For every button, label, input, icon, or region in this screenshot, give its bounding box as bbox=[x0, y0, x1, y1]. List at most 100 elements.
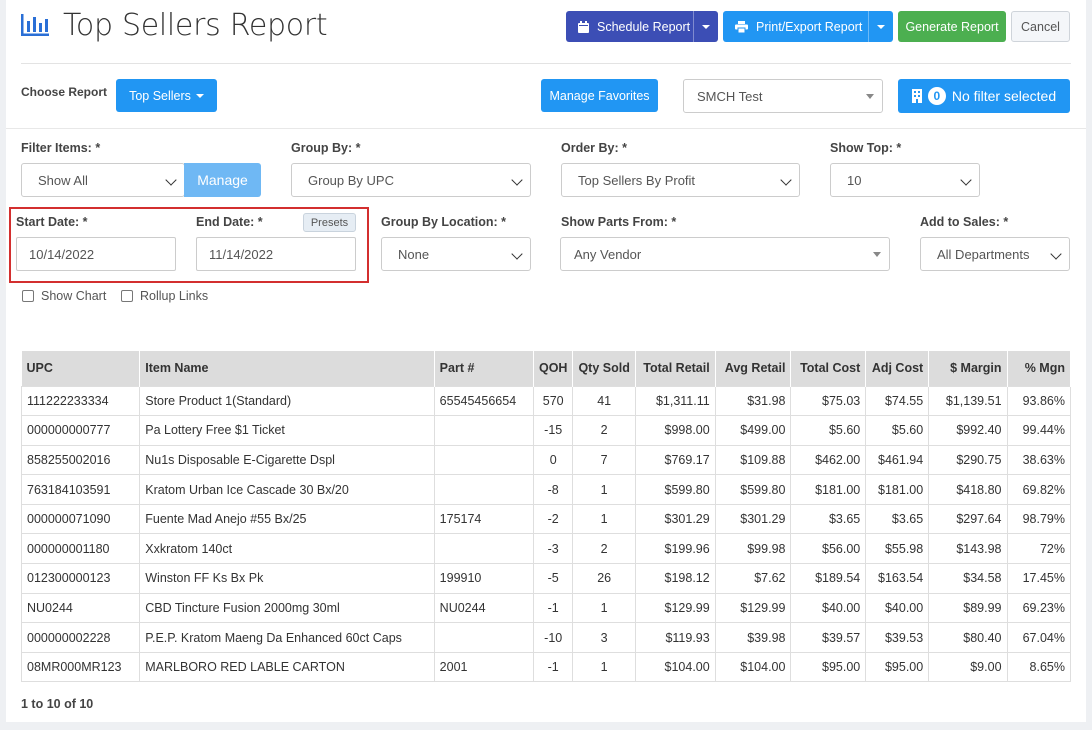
table-row[interactable]: 000000002228 P.E.P. Kratom Maeng Da Enhan… bbox=[20, 622, 1072, 653]
report-type-dropdown[interactable]: Top Sellers bbox=[116, 79, 217, 112]
column-header[interactable]: Item Name bbox=[139, 351, 435, 386]
column-header[interactable]: UPC bbox=[21, 351, 141, 386]
add-to-sales-select[interactable]: All Departments bbox=[920, 237, 1070, 271]
column-header[interactable]: QOH bbox=[533, 351, 574, 386]
chevron-down-icon bbox=[165, 174, 177, 186]
table-row[interactable]: 08MR000MR123 MARLBORO RED LABLE CARTON 200… bbox=[20, 651, 1072, 683]
column-header[interactable]: $ Margin bbox=[928, 351, 1008, 386]
table-header-row: UPC Item Name Part # QOH Qty Sold Total … bbox=[21, 351, 1072, 386]
filter-summary-button[interactable]: 0 No filter selected bbox=[898, 79, 1070, 113]
cell-item-name: Xxkratom 140ct bbox=[139, 533, 435, 565]
checkbox-box[interactable] bbox=[22, 290, 34, 302]
table-row[interactable]: 000000000777 Pa Lottery Free $1 Ticket -15… bbox=[20, 415, 1072, 446]
cell-qty-sold: 1 bbox=[572, 651, 636, 683]
group-by-value: Group By UPC bbox=[308, 172, 394, 188]
filter-items-label: Filter Items: * bbox=[21, 141, 101, 155]
group-by-location-value: None bbox=[398, 246, 430, 262]
cell-percent-margin: 67.04% bbox=[1006, 622, 1072, 653]
cell-percent-margin: 17.45% bbox=[1006, 563, 1072, 594]
column-header[interactable]: Avg Retail bbox=[715, 351, 792, 386]
cancel-button[interactable]: Cancel bbox=[1011, 11, 1070, 42]
cell-total-retail: $599.80 bbox=[634, 474, 716, 505]
generate-report-button[interactable]: Generate Report bbox=[898, 11, 1006, 42]
report-type-label: Top Sellers bbox=[129, 88, 191, 103]
cell-percent-margin: 69.82% bbox=[1006, 474, 1072, 505]
cell-qoh: -10 bbox=[532, 622, 574, 653]
table-row[interactable]: 000000001180 Xxkratom 140ct -3 2 $199.96 $99.… bbox=[20, 533, 1072, 565]
cell-dollar-margin: $297.64 bbox=[928, 503, 1008, 535]
cell-qty-sold: 2 bbox=[572, 533, 636, 565]
filter-items-select[interactable]: Show All bbox=[21, 163, 185, 197]
manage-filter-button[interactable]: Manage bbox=[184, 163, 261, 197]
column-header[interactable]: Part # bbox=[434, 351, 534, 386]
print-export-caret[interactable] bbox=[868, 11, 893, 42]
cell-part-number: 65545456654 bbox=[433, 385, 534, 417]
cell-avg-retail: $99.98 bbox=[714, 533, 792, 565]
chevron-down-icon bbox=[511, 174, 523, 186]
table-body: 111222233334 Store Product 1(Standard) 655… bbox=[20, 385, 1072, 683]
cell-item-name: Nu1s Disposable E-Cigarette Dspl bbox=[139, 444, 435, 476]
cell-upc: 000000071090 bbox=[20, 503, 141, 535]
cell-adj-cost: $40.00 bbox=[865, 592, 930, 624]
cell-percent-margin: 98.79% bbox=[1006, 503, 1072, 535]
table-row[interactable]: 012300000123 Winston FF Ks Bx Pk 199910 -5 2… bbox=[20, 563, 1072, 594]
cell-percent-margin: 72% bbox=[1006, 533, 1072, 565]
order-by-select[interactable]: Top Sellers By Profit bbox=[561, 163, 800, 197]
cell-upc: 000000002228 bbox=[20, 622, 141, 653]
group-by-location-label: Group By Location: * bbox=[381, 215, 506, 229]
cell-part-number bbox=[433, 444, 534, 476]
manage-favorites-button[interactable]: Manage Favorites bbox=[541, 79, 658, 112]
cell-dollar-margin: $9.00 bbox=[928, 651, 1008, 683]
table-row[interactable]: 111222233334 Store Product 1(Standard) 655… bbox=[20, 385, 1072, 417]
start-date-input[interactable]: 10/14/2022 bbox=[16, 237, 176, 271]
cell-total-cost: $40.00 bbox=[790, 592, 867, 624]
cell-dollar-margin: $143.98 bbox=[928, 533, 1008, 565]
cell-qoh: -2 bbox=[532, 503, 574, 535]
show-top-select[interactable]: 10 bbox=[830, 163, 980, 197]
table-row[interactable]: 763184103591 Kratom Urban Ice Cascade 30 … bbox=[20, 474, 1072, 505]
print-export-label: Print/Export Report bbox=[756, 19, 863, 34]
checkbox-box[interactable] bbox=[121, 290, 133, 302]
cell-qty-sold: 26 bbox=[572, 563, 636, 594]
schedule-report-button[interactable]: Schedule Report bbox=[566, 11, 718, 42]
cell-part-number: 199910 bbox=[433, 563, 534, 594]
cell-qoh: 570 bbox=[532, 385, 574, 417]
cell-total-cost: $462.00 bbox=[790, 444, 867, 476]
cell-qoh: -3 bbox=[532, 533, 574, 565]
group-by-select[interactable]: Group By UPC bbox=[291, 163, 531, 197]
column-header[interactable]: % Mgn bbox=[1007, 351, 1072, 386]
end-date-input[interactable]: 11/14/2022 bbox=[196, 237, 356, 271]
printer-icon bbox=[735, 20, 748, 33]
column-header[interactable]: Qty Sold bbox=[572, 351, 636, 386]
column-header[interactable]: Total Cost bbox=[790, 351, 867, 386]
column-header[interactable]: Adj Cost bbox=[865, 351, 930, 386]
table-row[interactable]: 858255002016 Nu1s Disposable E-Cigarette … bbox=[20, 444, 1072, 476]
schedule-report-caret[interactable] bbox=[693, 11, 718, 42]
cell-avg-retail: $109.88 bbox=[714, 444, 792, 476]
cell-item-name: Kratom Urban Ice Cascade 30 Bx/20 bbox=[139, 474, 435, 505]
cell-item-name: P.E.P. Kratom Maeng Da Enhanced 60ct Cap… bbox=[139, 622, 435, 653]
show-chart-checkbox[interactable]: Show Chart bbox=[22, 289, 106, 303]
print-export-button[interactable]: Print/Export Report bbox=[723, 11, 893, 42]
cell-qoh: -8 bbox=[532, 474, 574, 505]
cell-qoh: -1 bbox=[532, 592, 574, 624]
date-presets-button[interactable]: Presets bbox=[303, 213, 356, 232]
column-header[interactable]: Total Retail bbox=[635, 351, 716, 386]
group-by-location-select[interactable]: None bbox=[381, 237, 531, 271]
show-chart-label: Show Chart bbox=[41, 289, 107, 303]
rollup-links-label: Rollup Links bbox=[140, 289, 209, 303]
cell-total-retail: $998.00 bbox=[634, 415, 716, 446]
store-select[interactable]: SMCH Test bbox=[683, 79, 883, 113]
show-parts-from-select[interactable]: Any Vendor bbox=[560, 237, 890, 271]
cell-adj-cost: $95.00 bbox=[865, 651, 930, 683]
chevron-down-icon bbox=[960, 174, 972, 186]
table-row[interactable]: NU0244 CBD Tincture Fusion 2000mg 30ml NU0… bbox=[20, 592, 1072, 624]
cell-part-number bbox=[433, 533, 534, 565]
table-row[interactable]: 000000071090 Fuente Mad Anejo #55 Bx/25 17… bbox=[20, 503, 1072, 535]
report-page: Top Sellers Report Schedule Report Print… bbox=[6, 0, 1086, 722]
rollup-links-checkbox[interactable]: Rollup Links bbox=[121, 289, 208, 303]
cell-qty-sold: 1 bbox=[572, 503, 636, 535]
cell-avg-retail: $129.99 bbox=[714, 592, 792, 624]
cell-adj-cost: $5.60 bbox=[865, 415, 930, 446]
start-date-label: Start Date: * bbox=[16, 215, 88, 229]
